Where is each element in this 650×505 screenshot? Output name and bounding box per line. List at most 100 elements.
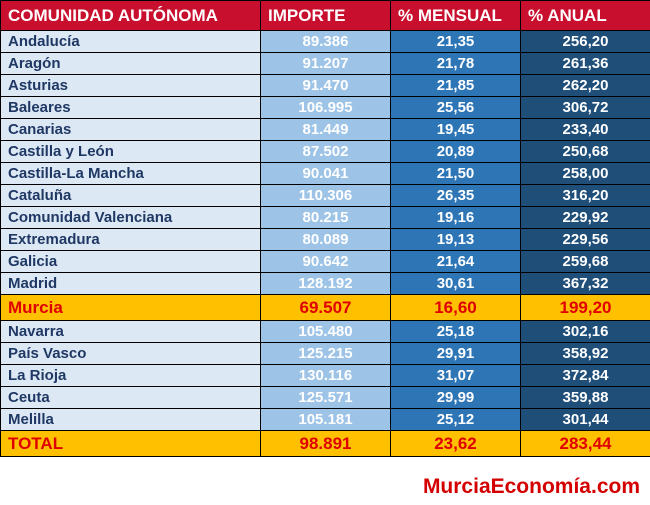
cell-comunidad: Castilla y León bbox=[0, 140, 261, 163]
cell-comunidad: Madrid bbox=[0, 272, 261, 295]
cell-importe: 125.571 bbox=[260, 386, 391, 409]
cell-importe: 130.116 bbox=[260, 364, 391, 387]
cell-comunidad: Andalucía bbox=[0, 30, 261, 53]
table-row: Ceuta 125.571 29,99 359,88 bbox=[0, 386, 650, 409]
cell-anual: 259,68 bbox=[520, 250, 650, 273]
table-row: Comunidad Valenciana 80.215 19,16 229,92 bbox=[0, 206, 650, 229]
cell-anual: 316,20 bbox=[520, 184, 650, 207]
brand-footer: MurciaEconomía.com bbox=[422, 475, 640, 498]
table-row: Galicia 90.642 21,64 259,68 bbox=[0, 250, 650, 273]
cell-anual: 301,44 bbox=[520, 408, 650, 431]
cell-comunidad: Ceuta bbox=[0, 386, 261, 409]
cell-comunidad: Navarra bbox=[0, 320, 261, 343]
cell-anual: 358,92 bbox=[520, 342, 650, 365]
data-table: COMUNIDAD AUTÓNOMA IMPORTE % MENSUAL % A… bbox=[0, 0, 650, 457]
cell-comunidad: Comunidad Valenciana bbox=[0, 206, 261, 229]
total-importe: 98.891 bbox=[260, 430, 391, 457]
cell-importe: 81.449 bbox=[260, 118, 391, 141]
total-row: TOTAL 98.891 23,62 283,44 bbox=[0, 430, 650, 457]
cell-importe: 87.502 bbox=[260, 140, 391, 163]
cell-importe: 128.192 bbox=[260, 272, 391, 295]
cell-comunidad: Asturias bbox=[0, 74, 261, 97]
total-anual: 283,44 bbox=[520, 430, 650, 457]
cell-comunidad: La Rioja bbox=[0, 364, 261, 387]
cell-anual: 261,36 bbox=[520, 52, 650, 75]
cell-anual: 359,88 bbox=[520, 386, 650, 409]
cell-mensual: 21,64 bbox=[390, 250, 521, 273]
table-row: País Vasco 125.215 29,91 358,92 bbox=[0, 342, 650, 365]
cell-mensual: 31,07 bbox=[390, 364, 521, 387]
cell-importe: 106.995 bbox=[260, 96, 391, 119]
column-header-comunidad: COMUNIDAD AUTÓNOMA bbox=[0, 0, 261, 31]
cell-anual: 262,20 bbox=[520, 74, 650, 97]
total-mensual: 23,62 bbox=[390, 430, 521, 457]
cell-mensual: 29,91 bbox=[390, 342, 521, 365]
cell-mensual: 16,60 bbox=[390, 294, 521, 321]
cell-anual: 256,20 bbox=[520, 30, 650, 53]
cell-importe: 90.041 bbox=[260, 162, 391, 185]
cell-importe: 105.480 bbox=[260, 320, 391, 343]
cell-mensual: 25,18 bbox=[390, 320, 521, 343]
column-header-anual: % ANUAL bbox=[520, 0, 650, 31]
cell-mensual: 25,56 bbox=[390, 96, 521, 119]
table-row: Castilla-La Mancha 90.041 21,50 258,00 bbox=[0, 162, 650, 185]
table-row: Extremadura 80.089 19,13 229,56 bbox=[0, 228, 650, 251]
cell-comunidad: Aragón bbox=[0, 52, 261, 75]
cell-mensual: 25,12 bbox=[390, 408, 521, 431]
table-row: Madrid 128.192 30,61 367,32 bbox=[0, 272, 650, 295]
cell-importe: 89.386 bbox=[260, 30, 391, 53]
cell-anual: 302,16 bbox=[520, 320, 650, 343]
table-row: Castilla y León 87.502 20,89 250,68 bbox=[0, 140, 650, 163]
cell-comunidad: Melilla bbox=[0, 408, 261, 431]
cell-importe: 90.642 bbox=[260, 250, 391, 273]
cell-anual: 250,68 bbox=[520, 140, 650, 163]
table-body: Andalucía 89.386 21,35 256,20 Aragón 91.207 21… bbox=[0, 30, 650, 431]
cell-importe: 80.215 bbox=[260, 206, 391, 229]
cell-comunidad: Baleares bbox=[0, 96, 261, 119]
cell-anual: 258,00 bbox=[520, 162, 650, 185]
table-row: Melilla 105.181 25,12 301,44 bbox=[0, 408, 650, 431]
total-label: TOTAL bbox=[0, 430, 261, 457]
cell-mensual: 21,78 bbox=[390, 52, 521, 75]
cell-mensual: 26,35 bbox=[390, 184, 521, 207]
table-row: Baleares 106.995 25,56 306,72 bbox=[0, 96, 650, 119]
cell-importe: 125.215 bbox=[260, 342, 391, 365]
cell-anual: 306,72 bbox=[520, 96, 650, 119]
cell-mensual: 19,13 bbox=[390, 228, 521, 251]
cell-importe: 91.470 bbox=[260, 74, 391, 97]
cell-anual: 199,20 bbox=[520, 294, 650, 321]
cell-mensual: 21,50 bbox=[390, 162, 521, 185]
cell-mensual: 21,35 bbox=[390, 30, 521, 53]
cell-comunidad: Castilla-La Mancha bbox=[0, 162, 261, 185]
column-header-importe: IMPORTE bbox=[260, 0, 391, 31]
table-row: Aragón 91.207 21,78 261,36 bbox=[0, 52, 650, 75]
table-row: Asturias 91.470 21,85 262,20 bbox=[0, 74, 650, 97]
cell-comunidad: Canarias bbox=[0, 118, 261, 141]
cell-anual: 229,92 bbox=[520, 206, 650, 229]
cell-comunidad: País Vasco bbox=[0, 342, 261, 365]
column-header-mensual: % MENSUAL bbox=[390, 0, 521, 31]
table-row: Navarra 105.480 25,18 302,16 bbox=[0, 320, 650, 343]
cell-mensual: 29,99 bbox=[390, 386, 521, 409]
cell-importe: 69.507 bbox=[260, 294, 391, 321]
table-row: La Rioja 130.116 31,07 372,84 bbox=[0, 364, 650, 387]
cell-comunidad: Murcia bbox=[0, 294, 261, 321]
cell-comunidad: Extremadura bbox=[0, 228, 261, 251]
cell-anual: 233,40 bbox=[520, 118, 650, 141]
cell-mensual: 19,16 bbox=[390, 206, 521, 229]
table-header-row: COMUNIDAD AUTÓNOMA IMPORTE % MENSUAL % A… bbox=[0, 0, 650, 31]
table-row: Canarias 81.449 19,45 233,40 bbox=[0, 118, 650, 141]
cell-mensual: 19,45 bbox=[390, 118, 521, 141]
cell-mensual: 30,61 bbox=[390, 272, 521, 295]
table-row: Andalucía 89.386 21,35 256,20 bbox=[0, 30, 650, 53]
cell-mensual: 20,89 bbox=[390, 140, 521, 163]
cell-comunidad: Cataluña bbox=[0, 184, 261, 207]
cell-importe: 105.181 bbox=[260, 408, 391, 431]
table-row: Cataluña 110.306 26,35 316,20 bbox=[0, 184, 650, 207]
cell-mensual: 21,85 bbox=[390, 74, 521, 97]
cell-anual: 229,56 bbox=[520, 228, 650, 251]
table-row: Murcia 69.507 16,60 199,20 bbox=[0, 294, 650, 321]
cell-comunidad: Galicia bbox=[0, 250, 261, 273]
cell-importe: 110.306 bbox=[260, 184, 391, 207]
